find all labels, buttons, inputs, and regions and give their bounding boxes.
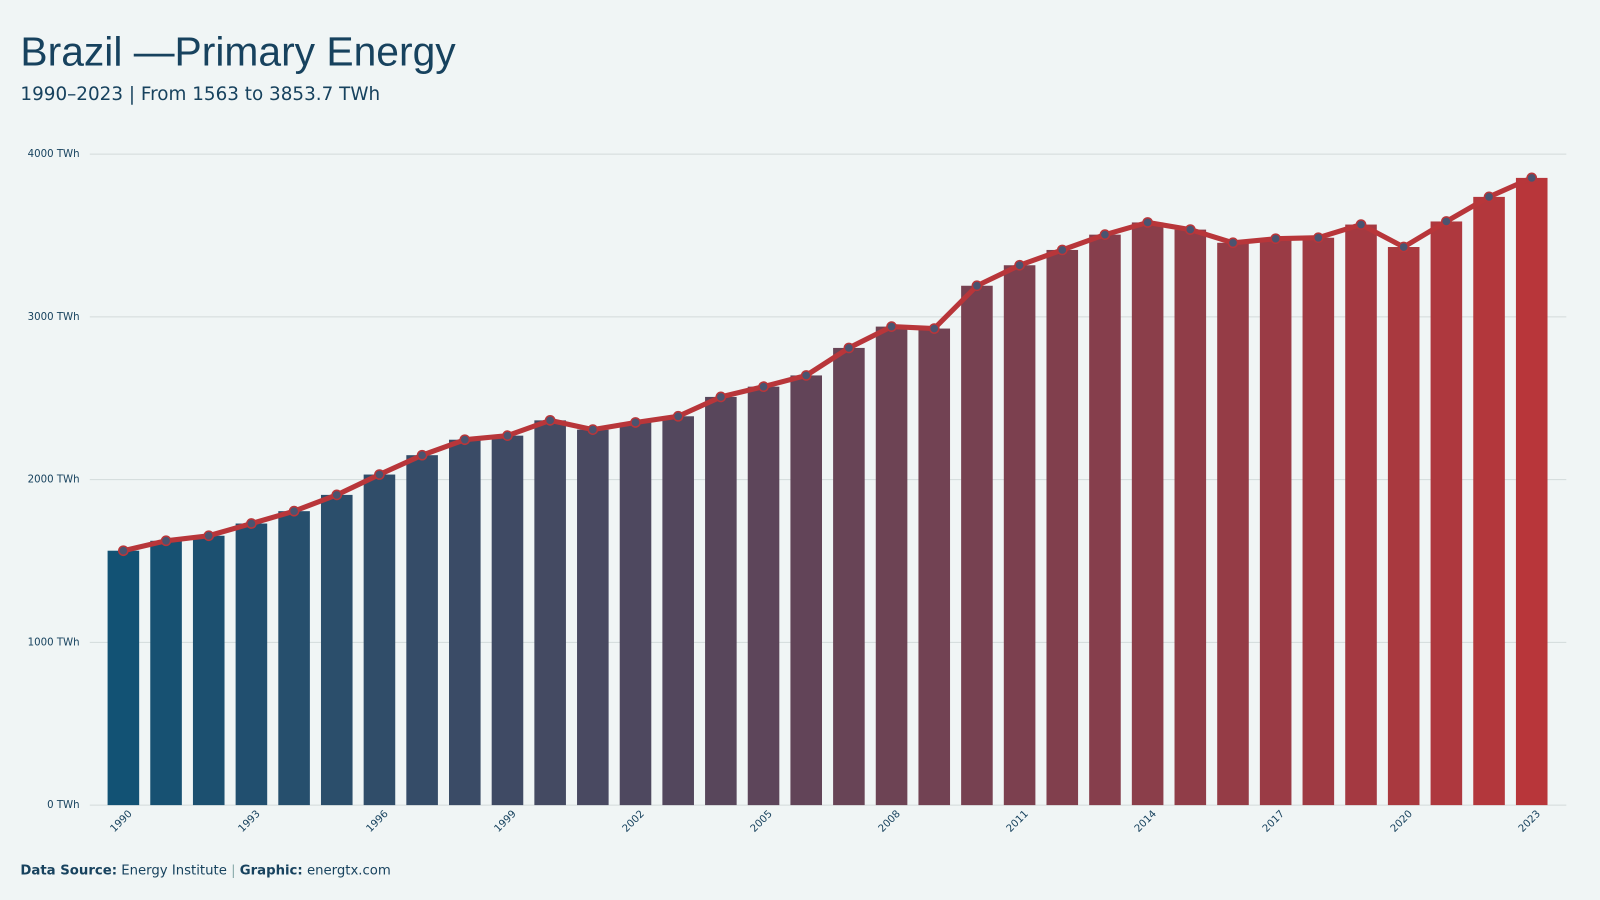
x-tick-label: 2023 xyxy=(1517,809,1543,835)
x-tick-label: 2008 xyxy=(877,809,903,835)
line-dot xyxy=(800,370,812,381)
line-dot xyxy=(1142,217,1153,228)
line-dot xyxy=(118,545,129,557)
line-dot xyxy=(502,430,513,442)
bar xyxy=(1387,247,1420,806)
line xyxy=(122,175,1533,554)
x-tick-label: 1993 xyxy=(237,809,263,835)
x-tick-label: 2005 xyxy=(749,809,775,835)
bar xyxy=(150,540,182,806)
source-label: Data Source: xyxy=(20,863,117,878)
bar xyxy=(406,455,438,806)
line-dot xyxy=(544,414,556,426)
line-dot xyxy=(1312,232,1324,244)
bar xyxy=(491,435,524,806)
y-tick-label: 1000 TWh xyxy=(28,637,80,648)
y-tick-label: 0 TWh xyxy=(47,800,79,811)
x-tick-label: 2020 xyxy=(1389,809,1415,835)
line-dot xyxy=(1099,229,1111,241)
line-dot xyxy=(1270,233,1282,245)
line-dot xyxy=(1398,241,1410,253)
y-tick-label: 3000 TWh xyxy=(28,312,80,323)
bar xyxy=(1259,238,1292,806)
line-dot xyxy=(587,424,599,435)
bar xyxy=(1473,196,1505,806)
x-tick-label: 2002 xyxy=(621,809,647,835)
x-tick-label: 1996 xyxy=(365,809,391,835)
bar xyxy=(1046,249,1079,806)
bar xyxy=(747,386,780,806)
line-dot xyxy=(331,489,343,501)
line-dot xyxy=(203,530,215,542)
bar xyxy=(790,375,823,806)
x-tick-label: 2011 xyxy=(1005,809,1031,835)
line-dot xyxy=(246,518,257,529)
chart-subtitle: 1990–2023 | From 1563 to 3853.7 TWh xyxy=(20,84,380,105)
line-dot xyxy=(715,391,727,403)
line-dot xyxy=(886,321,897,332)
line-dot xyxy=(374,469,385,480)
line-dot xyxy=(160,535,172,547)
line-dot xyxy=(672,410,684,422)
bar xyxy=(235,523,268,806)
line-dot xyxy=(459,434,471,446)
bar xyxy=(1003,265,1036,806)
line-dot xyxy=(1014,259,1025,271)
bar xyxy=(320,494,353,806)
line-dot xyxy=(1483,191,1495,203)
x-tick-label: 1990 xyxy=(109,809,135,835)
bar xyxy=(1089,234,1121,806)
bar xyxy=(918,328,951,806)
line-dot xyxy=(758,381,769,393)
line-dot xyxy=(1355,219,1367,230)
y-tick-label: 4000 TWh xyxy=(28,149,80,160)
x-tick-label: 1999 xyxy=(493,809,519,835)
separator: | xyxy=(231,863,235,878)
line-dot xyxy=(1056,244,1068,256)
bar xyxy=(961,285,993,806)
bar xyxy=(278,511,310,806)
x-tick-label: 2014 xyxy=(1133,809,1159,835)
bar xyxy=(619,422,652,806)
line-dot xyxy=(843,342,855,354)
bar xyxy=(705,396,737,806)
x-tick-label: 2017 xyxy=(1261,809,1287,835)
bar xyxy=(534,420,566,806)
line-dot xyxy=(1441,216,1452,227)
bar xyxy=(107,550,140,806)
line-dot xyxy=(971,280,983,292)
y-tick-label: 2000 TWh xyxy=(28,475,80,486)
bar xyxy=(577,429,609,806)
credit: energtx.com xyxy=(307,863,391,878)
line-dot xyxy=(1184,224,1196,235)
bar xyxy=(1345,224,1377,806)
bar xyxy=(1217,242,1249,806)
bar xyxy=(449,439,481,806)
bar xyxy=(1430,221,1463,806)
footer: Data Source: Energy Institute | Graphic:… xyxy=(20,863,390,878)
bar xyxy=(1515,177,1548,806)
bar xyxy=(1131,222,1164,806)
source: Energy Institute xyxy=(121,863,227,878)
bar xyxy=(662,416,694,806)
line-dot xyxy=(630,417,641,428)
line-dot xyxy=(1227,237,1239,249)
bar xyxy=(833,347,865,806)
bar xyxy=(875,326,908,806)
line-dot xyxy=(1526,172,1538,184)
line-dot xyxy=(416,449,428,461)
bar xyxy=(192,535,225,806)
line-dot xyxy=(928,323,940,334)
credit-label: Graphic: xyxy=(240,863,303,878)
bar xyxy=(1174,229,1207,806)
line-dot xyxy=(288,505,300,517)
bar xyxy=(1302,237,1335,806)
chart-title: Brazil —Primary Energy xyxy=(20,28,456,74)
bar xyxy=(363,474,396,806)
